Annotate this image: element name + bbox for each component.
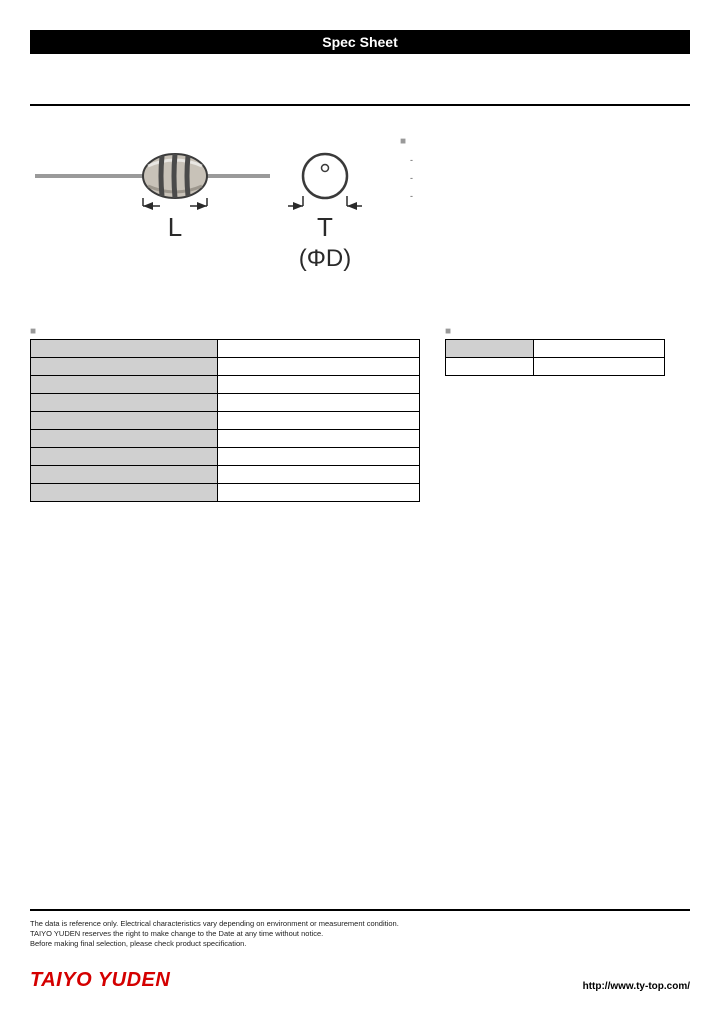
disclaimer: The data is reference only. Electrical c… [30,919,690,949]
label-phiD: (ΦD) [299,245,351,272]
table-row [446,340,665,358]
disclaimer-line: TAIYO YUDEN reserves the right to make c… [30,929,690,939]
table-row [31,484,420,502]
feature-item: - [410,155,413,165]
table-row [31,394,420,412]
component-diagram: L T (ΦD) [30,136,370,286]
spec-heading: ■ [30,326,420,337]
table-row [31,340,420,358]
dimension-table [445,339,665,376]
footer: The data is reference only. Electrical c… [30,909,690,992]
dim-heading: ■ [445,326,665,337]
label-L: L [168,212,182,242]
table-row [31,376,420,394]
disclaimer-line: The data is reference only. Electrical c… [30,919,690,929]
table-row [31,448,420,466]
dimension-block: ■ [445,326,665,376]
table-row [31,358,420,376]
table-row [31,412,420,430]
feature-item: - [410,173,413,183]
spec-table [30,339,420,502]
brand-logo: TAIYO YUDEN [30,969,170,992]
label-T: T [317,212,333,242]
header-title: Spec Sheet [322,34,397,50]
brand-url: http://www.ty-top.com/ [583,981,690,992]
divider [30,104,690,106]
tables-section: ■ ■ [30,326,690,502]
table-row [31,430,420,448]
disclaimer-line: Before making final selection, please ch… [30,939,690,949]
table-row [446,358,665,376]
table-row [31,466,420,484]
feature-item: - [410,191,413,201]
diagram-section: L T (ΦD) ■ - - - [30,136,690,286]
spec-table-block: ■ [30,326,420,502]
footer-divider [30,909,690,911]
spec-sheet-header: Spec Sheet [30,30,690,54]
features-block: ■ - - - [400,136,413,201]
features-heading: ■ [400,136,413,147]
